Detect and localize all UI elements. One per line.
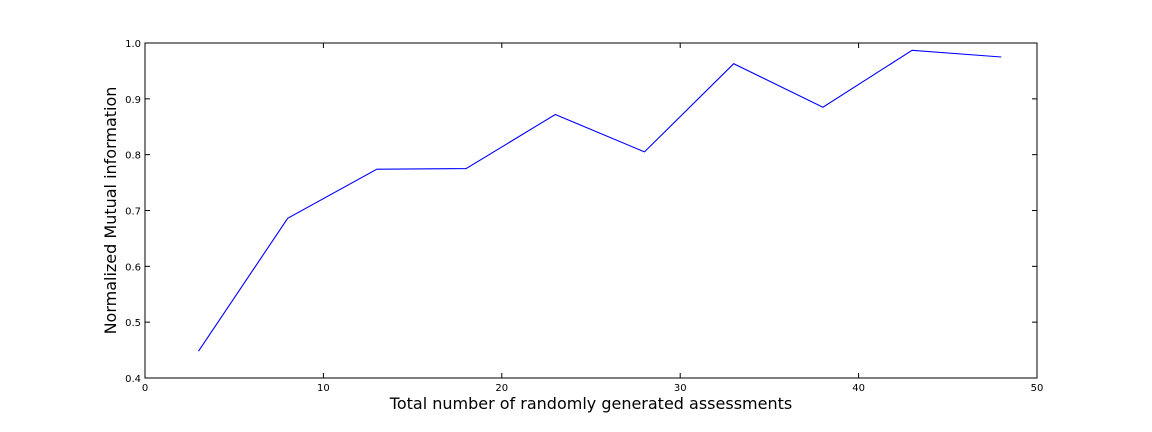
series-layer (198, 49, 1002, 352)
y-axis-ticks: 0.4 0.5 0.6 0.7 0.8 0.9 1.0 (125, 39, 1037, 385)
y-tick-label: 0.4 (125, 374, 141, 385)
x-tick-label: 20 (495, 383, 508, 394)
x-tick-label: 30 (674, 383, 687, 394)
y-tick-label: 1.0 (125, 39, 141, 50)
y-tick-label: 0.7 (125, 207, 141, 218)
y-tick-label: 0.9 (125, 95, 141, 106)
x-tick-label: 50 (1031, 383, 1044, 394)
x-tick-label: 40 (852, 383, 865, 394)
y-tick-label: 0.5 (125, 318, 141, 329)
y-axis-label: Normalized Mutual information (101, 87, 120, 335)
x-axis-label: Total number of randomly generated asses… (389, 394, 792, 413)
plot-area-frame (144, 42, 1038, 379)
y-tick-label: 0.8 (125, 151, 141, 162)
series-line (198, 49, 1002, 352)
y-tick-label: 0.6 (125, 262, 141, 273)
x-tick-label: 10 (317, 383, 330, 394)
x-axis-ticks: 0 10 20 30 40 50 (142, 43, 1044, 394)
x-tick-label: 0 (142, 383, 148, 394)
